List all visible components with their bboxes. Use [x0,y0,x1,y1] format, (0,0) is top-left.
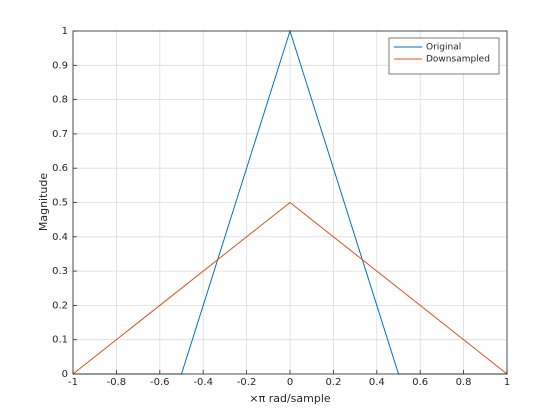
y-tick-label: 0.5 [52,198,68,209]
y-tick-label: 0.4 [52,232,68,243]
x-tick-label: 0.8 [456,377,472,388]
y-axis-label: Magnitude [37,173,50,232]
x-tick-label: 0 [287,377,293,388]
x-tick-label: 0.2 [325,377,341,388]
y-tick-label: 1 [62,26,68,37]
x-tick-label: -1 [68,377,78,388]
y-tick-label: 0.9 [52,60,68,71]
x-tick-label: 0.4 [369,377,385,388]
y-tick-label: 0 [62,369,68,380]
x-tick-label: 0.6 [412,377,428,388]
y-tick-label: 0.8 [52,95,68,106]
legend-box [388,37,500,75]
x-tick-label: -0.6 [150,377,170,388]
x-tick-label: -0.4 [193,377,213,388]
y-tick-label: 0.1 [52,335,68,346]
y-tick-label: 0.2 [52,300,68,311]
x-axis-label: ×π rad/sample [249,392,331,405]
y-tick-label: 0.7 [52,129,68,140]
x-tick-label: 1 [504,377,510,388]
x-tick-label: -0.2 [237,377,257,388]
legend-label: Downsampled [426,55,490,65]
legend-label: Original [426,43,461,53]
x-tick-label: -0.8 [107,377,127,388]
y-tick-label: 0.3 [52,266,68,277]
line-series [72,201,508,375]
axes-box [72,30,508,375]
y-tick-label: 0.6 [52,163,68,174]
